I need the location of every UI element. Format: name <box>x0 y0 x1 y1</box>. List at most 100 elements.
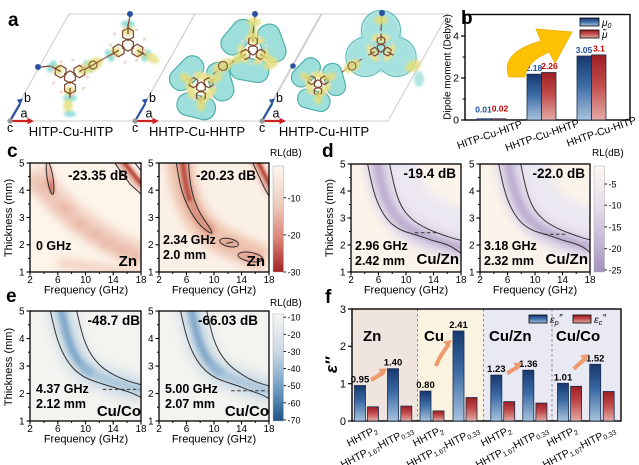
svg-text:3: 3 <box>469 214 475 225</box>
svg-text:Zn: Zn <box>363 328 381 345</box>
svg-text:-15: -15 <box>609 222 622 232</box>
svg-text:0.80: 0.80 <box>416 380 435 391</box>
svg-text:10: 10 <box>208 424 220 435</box>
svg-text:10: 10 <box>208 275 220 286</box>
svg-text:18: 18 <box>263 424 275 435</box>
svg-text:2.41: 2.41 <box>449 320 468 331</box>
svg-text:2: 2 <box>156 424 162 435</box>
svg-text:3.05: 3.05 <box>576 45 593 55</box>
svg-text:e: e <box>6 286 17 307</box>
svg-text:1: 1 <box>148 417 154 428</box>
svg-text:-70: -70 <box>288 415 301 425</box>
svg-text:Frequency (GHz): Frequency (GHz) <box>172 434 256 446</box>
svg-text:10: 10 <box>529 275 541 286</box>
svg-text:c: c <box>7 141 18 162</box>
svg-text:2: 2 <box>348 275 354 286</box>
svg-text:-10: -10 <box>288 313 301 323</box>
svg-text:-10: -10 <box>609 201 622 211</box>
svg-text:18: 18 <box>135 275 147 286</box>
svg-text:14: 14 <box>108 424 120 435</box>
svg-text:2: 2 <box>148 240 154 251</box>
svg-text:b: b <box>276 91 283 105</box>
svg-text:6: 6 <box>55 424 61 435</box>
svg-text:-19.4 dB: -19.4 dB <box>403 166 456 181</box>
svg-text:Cu/Co: Cu/Co <box>556 328 600 345</box>
svg-text:2: 2 <box>19 240 25 251</box>
svg-text:4: 4 <box>19 334 25 345</box>
svg-text:1.01: 1.01 <box>554 372 573 383</box>
svg-text:Frequency (GHz): Frequency (GHz) <box>172 285 256 297</box>
svg-text:-20: -20 <box>288 230 301 240</box>
svg-text:-20: -20 <box>609 244 622 254</box>
svg-text:2.07 mm: 2.07 mm <box>165 397 215 411</box>
svg-text:0 GHz: 0 GHz <box>36 239 71 253</box>
svg-text:-60: -60 <box>288 398 301 408</box>
svg-text:a: a <box>8 10 19 31</box>
svg-text:b: b <box>149 91 156 105</box>
svg-text:RL(dB): RL(dB) <box>270 148 302 159</box>
svg-text:2: 2 <box>19 389 25 400</box>
svg-text:Thickness (mm): Thickness (mm) <box>3 179 15 257</box>
svg-text:Frequency (GHz): Frequency (GHz) <box>44 434 128 446</box>
svg-text:-10: -10 <box>288 193 301 203</box>
svg-text:Zn: Zn <box>247 253 265 270</box>
svg-text:f: f <box>325 287 332 308</box>
svg-text:10: 10 <box>400 275 412 286</box>
svg-text:c: c <box>7 121 13 135</box>
svg-text:-23.35 dB: -23.35 dB <box>68 168 128 183</box>
svg-text:4: 4 <box>19 186 25 197</box>
svg-text:14: 14 <box>236 424 248 435</box>
svg-text:2: 2 <box>340 241 346 252</box>
svg-text:2: 2 <box>27 424 33 435</box>
svg-text:14: 14 <box>428 275 440 286</box>
svg-text:b: b <box>461 8 473 29</box>
svg-text:Dipole moment (Debye): Dipole moment (Debye) <box>443 14 454 120</box>
svg-text:HHTP-Cu-HITP: HHTP-Cu-HITP <box>279 124 369 139</box>
svg-text:3: 3 <box>148 362 154 373</box>
svg-text:2.32 mm: 2.32 mm <box>484 254 534 268</box>
svg-text:1: 1 <box>469 268 475 279</box>
svg-text:0: 0 <box>453 115 459 127</box>
svg-text:4: 4 <box>453 31 459 43</box>
svg-text:0.01: 0.01 <box>475 104 492 114</box>
svg-text:μ0: μ0 <box>601 18 611 30</box>
svg-text:4.37 GHz: 4.37 GHz <box>36 382 89 396</box>
svg-text:18: 18 <box>263 275 275 286</box>
svg-text:2.12 mm: 2.12 mm <box>36 397 86 411</box>
svg-text:Frequency (GHz): Frequency (GHz) <box>44 285 128 297</box>
svg-text:14: 14 <box>557 275 569 286</box>
svg-text:-25: -25 <box>609 265 622 275</box>
svg-text:3.1: 3.1 <box>593 44 605 54</box>
svg-text:6: 6 <box>55 275 61 286</box>
svg-text:d: d <box>322 141 334 162</box>
svg-text:1.40: 1.40 <box>384 358 403 369</box>
svg-text:6: 6 <box>184 424 190 435</box>
svg-text:1: 1 <box>340 268 346 279</box>
svg-text:14: 14 <box>236 275 248 286</box>
svg-text:RL(dB): RL(dB) <box>592 148 624 159</box>
svg-text:-20.23 dB: -20.23 dB <box>196 168 256 183</box>
svg-text:Cu/Zn: Cu/Zn <box>546 251 589 268</box>
svg-text:εc″: εc″ <box>594 313 606 327</box>
svg-text:a: a <box>146 107 153 121</box>
svg-text:1.23: 1.23 <box>487 364 506 375</box>
svg-text:Thickness (mm): Thickness (mm) <box>3 328 15 406</box>
svg-text:Thickness (mm): Thickness (mm) <box>324 179 336 257</box>
svg-text:4: 4 <box>340 187 346 198</box>
svg-text:3: 3 <box>340 304 346 316</box>
svg-text:3: 3 <box>340 214 346 225</box>
svg-text:-5: -5 <box>609 180 617 190</box>
svg-text:Frequency (GHz): Frequency (GHz) <box>364 285 448 297</box>
svg-text:14: 14 <box>108 275 120 286</box>
svg-text:HHTP-Cu-HHTP: HHTP-Cu-HHTP <box>149 124 245 139</box>
svg-text:2: 2 <box>469 241 475 252</box>
svg-text:4: 4 <box>148 334 154 345</box>
svg-text:3: 3 <box>19 213 25 224</box>
svg-text:6: 6 <box>376 275 382 286</box>
svg-text:HITP-Cu-HITP: HITP-Cu-HITP <box>29 124 114 139</box>
svg-text:-20: -20 <box>288 330 301 340</box>
svg-text:1.36: 1.36 <box>519 359 538 370</box>
svg-text:a: a <box>21 107 28 121</box>
svg-text:εp″: εp″ <box>550 313 563 327</box>
svg-text:3: 3 <box>148 213 154 224</box>
